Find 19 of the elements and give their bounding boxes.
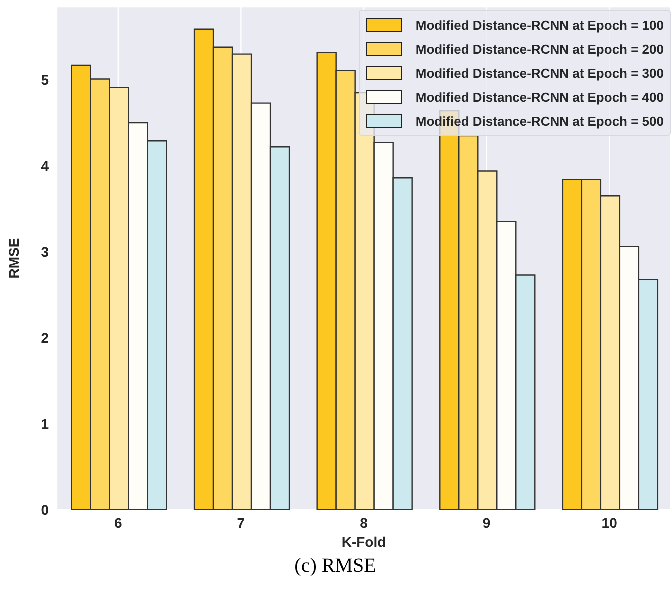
x-tick-label: 9: [482, 514, 491, 531]
y-tick-label: 5: [41, 72, 50, 88]
x-tick-label: 10: [602, 514, 618, 531]
legend-label: Modified Distance-RCNN at Epoch = 300: [416, 66, 664, 80]
y-tick-label: 2: [41, 330, 50, 346]
y-tick-label: 0: [41, 502, 50, 518]
text: (c) RMSE: [294, 555, 378, 578]
x-tick-label: 7: [237, 514, 246, 531]
legend-label: Modified Distance-RCNN at Epoch = 100: [416, 18, 664, 32]
y-tick-label: 1: [41, 416, 50, 432]
x-axis-title: K-Fold: [342, 534, 386, 550]
legend-label: Modified Distance-RCNN at Epoch = 400: [416, 90, 664, 104]
y-tick-label: 4: [41, 158, 50, 174]
x-tick-label: 6: [114, 514, 122, 531]
legend-label: Modified Distance-RCNN at Epoch = 500: [416, 114, 664, 128]
x-tick-label: 8: [360, 514, 368, 531]
y-tick-label: 3: [41, 244, 50, 260]
legend-label: Modified Distance-RCNN at Epoch = 200: [416, 42, 664, 56]
y-axis-title: RMSE: [6, 238, 22, 279]
